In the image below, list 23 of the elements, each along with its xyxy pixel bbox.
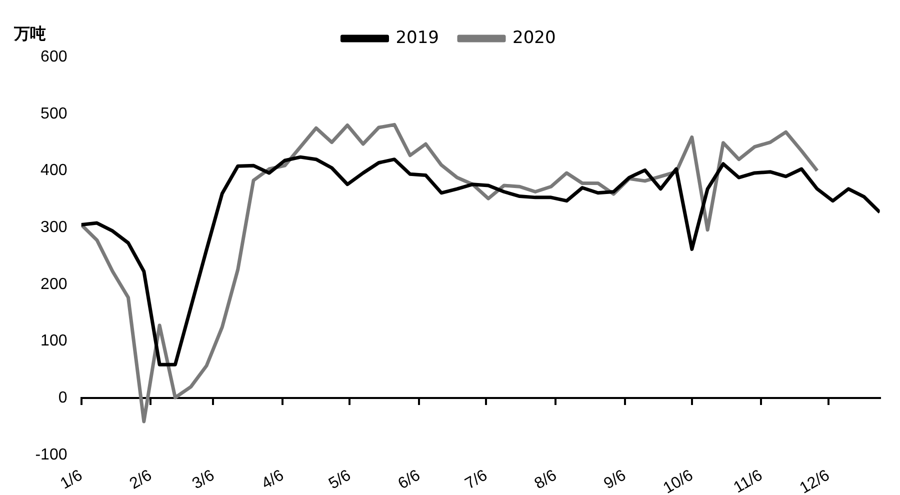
y-tick-label: 0 <box>58 390 68 407</box>
x-tick-label: 1/6 <box>58 466 86 493</box>
legend-label: 2019 <box>396 28 439 48</box>
x-tick-label: 12/6 <box>797 466 833 495</box>
x-tick-label: 7/6 <box>462 466 490 493</box>
y-tick-label: 200 <box>40 276 68 293</box>
y-tick-label: 300 <box>40 218 68 236</box>
y-tick-label: 600 <box>40 48 68 66</box>
y-tick-label: 500 <box>40 105 68 122</box>
x-tick-label: 6/6 <box>395 466 424 493</box>
y-tick-label: 100 <box>40 332 68 350</box>
y-axis-title: 万吨 <box>14 24 46 45</box>
x-tick-label: 5/6 <box>326 466 354 493</box>
x-tick-label: 3/6 <box>190 466 218 493</box>
x-tick-label: 10/6 <box>660 466 696 495</box>
y-tick-label: 400 <box>40 162 68 180</box>
legend-label: 2020 <box>512 28 556 48</box>
x-tick-label: 4/6 <box>259 466 287 493</box>
x-tick-label: 2/6 <box>127 466 155 493</box>
x-tick-label: 9/6 <box>601 466 630 493</box>
x-tick-label: 8/6 <box>532 466 560 493</box>
x-tick-label: 11/6 <box>731 466 766 495</box>
y-tick-label: -100 <box>35 446 68 464</box>
